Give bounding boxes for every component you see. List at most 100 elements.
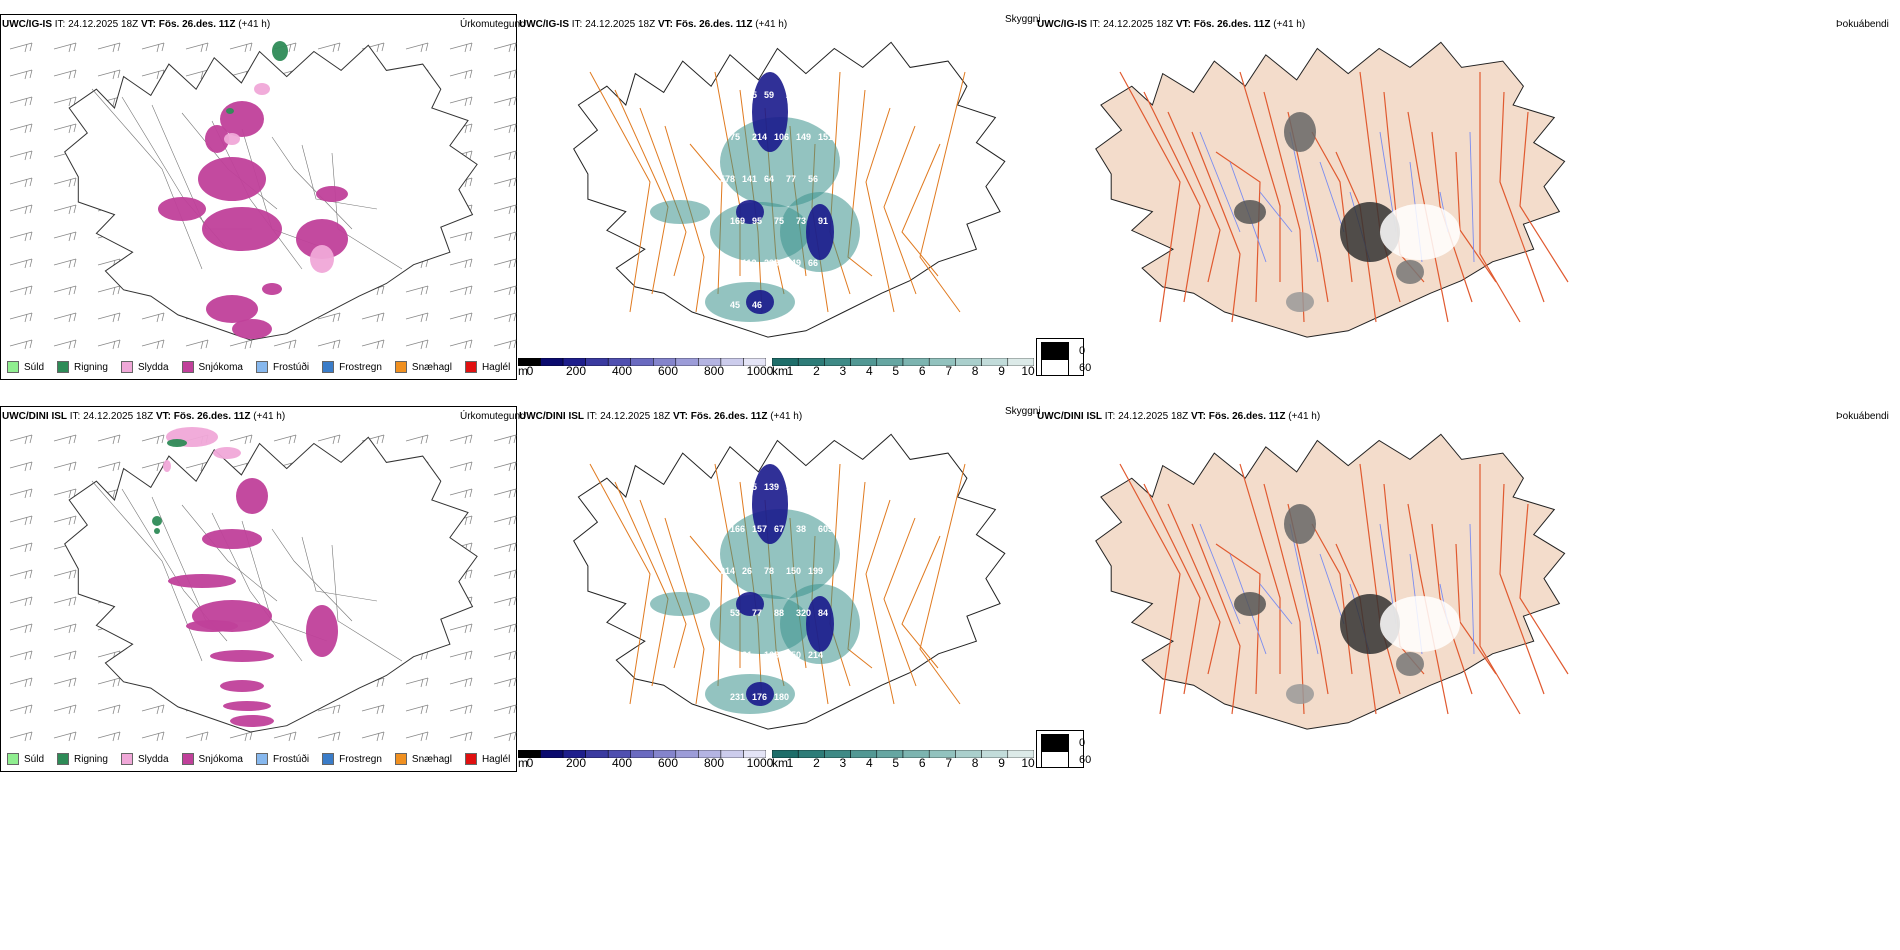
legend-label: Haglél bbox=[481, 361, 511, 373]
cloud-base-label: 235 bbox=[764, 258, 779, 268]
cloud-base-label: 106 bbox=[774, 132, 789, 142]
colorbar-tick: 7 bbox=[945, 364, 952, 378]
precip-legend: Súld Rigning Slydda Snjókoma Frostúði Frostre… bbox=[7, 361, 523, 373]
colorbar-tick: 10 bbox=[1021, 756, 1035, 770]
cloud-base-label: 288 bbox=[786, 90, 801, 100]
legend-swatch bbox=[464, 753, 477, 765]
legend-swatch bbox=[120, 753, 133, 765]
cloud-visibility-map-top: 345 245 59 288 101 75 214 106 149 151 578 141 64 77 56… bbox=[573, 41, 1006, 338]
title-fog-bottom: Þokuábendi bbox=[1836, 411, 1889, 422]
legend-swatch bbox=[7, 753, 19, 765]
precip-map-canvas bbox=[9, 41, 517, 350]
header-precip-bottom: UWC/DINI ISL IT: 24.12.2025 18Z VT: Fös.… bbox=[2, 411, 286, 422]
cloud-base-label: 157 bbox=[752, 524, 767, 534]
cloud-base-label: 135 bbox=[742, 482, 757, 492]
legend-swatch bbox=[57, 361, 70, 373]
colorbar-tick: 0 bbox=[526, 756, 534, 770]
legend-swatch bbox=[7, 361, 19, 373]
cloud-base-label: 77 bbox=[752, 608, 762, 618]
colorbar-tick: 1000 bbox=[746, 364, 774, 378]
visibility-colorbar-bottom: km 1 2 3 4 5 6 7 8 9 10 bbox=[772, 750, 1035, 770]
legend-label: Súld bbox=[24, 361, 45, 373]
title-precip-type-bottom: Úrkomutegund bbox=[460, 411, 526, 422]
cloud-base-label: 64 bbox=[764, 174, 774, 184]
cloud-base-label: 56 bbox=[808, 174, 818, 184]
cloud-base-label: 578 bbox=[720, 174, 735, 184]
fog-index-map-bottom bbox=[1095, 433, 1569, 730]
colorbar-tick: 1000 bbox=[746, 756, 774, 770]
colorbar-tick: 1 bbox=[786, 364, 794, 378]
legend-item: Slydda bbox=[120, 361, 169, 373]
cloud-base-label: 75 bbox=[730, 132, 740, 142]
colorbar-tick: 3 bbox=[839, 364, 847, 378]
legend-item: Súld bbox=[7, 753, 44, 765]
visibility-colorbar-top: km 1 2 3 4 5 6 7 8 9 10 bbox=[772, 358, 1035, 378]
cloud-base-label: 150 bbox=[786, 566, 801, 576]
cloud-base-label: 180 bbox=[774, 692, 789, 702]
fog-scale-min: 0 bbox=[1079, 736, 1086, 749]
cloud-visibility-map-bottom: 9 135 139 130 66 166 157 67 38 605 914 26 78 150 199 53… bbox=[573, 433, 1006, 730]
title-fog-top: Þokuábendi bbox=[1836, 19, 1889, 30]
precip-map-canvas bbox=[9, 427, 517, 742]
legend-label: Haglél bbox=[481, 753, 511, 765]
cloud-base-label: 320 bbox=[796, 608, 811, 618]
colorbar-unit: km bbox=[772, 364, 788, 378]
cloud-base-label: 149 bbox=[786, 258, 801, 268]
legend-item: Frostregn bbox=[322, 361, 382, 373]
cloud-base-label: 345 bbox=[720, 90, 735, 100]
cloud-base-colorbar-bottom: m 0 200 400 600 800 1000 bbox=[518, 750, 773, 770]
fog-scale-max: 60 bbox=[1079, 753, 1092, 766]
title-shadow-top: Skyggni bbox=[1005, 14, 1041, 25]
cloud-base-label: 112 bbox=[742, 258, 757, 268]
colorbar-unit: m bbox=[518, 364, 528, 378]
legend-swatch bbox=[464, 361, 477, 373]
colorbar-tick: 600 bbox=[657, 364, 679, 378]
legend-item: Frostúði bbox=[255, 753, 310, 765]
cloud-base-label: 46 bbox=[752, 300, 762, 310]
colorbar-tick: 8 bbox=[971, 756, 979, 770]
legend-item: Rigning bbox=[57, 753, 108, 765]
legend-label: Rigning bbox=[74, 361, 108, 373]
colorbar-tick: 9 bbox=[998, 756, 1005, 770]
legend-label: Rigning bbox=[74, 753, 108, 765]
legend-label: Súld bbox=[24, 753, 45, 765]
cloud-base-colorbar-top: m 0 200 400 600 800 1000 bbox=[518, 358, 773, 378]
legend-item: Snjókoma bbox=[181, 361, 243, 373]
legend-label: Slydda bbox=[137, 361, 169, 373]
header-fog-top: UWC/IG-IS IT: 24.12.2025 18Z VT: Fös. 26… bbox=[1037, 19, 1306, 30]
precip-type-map-bottom: Súld Rigning Slydda Snjókoma Frostúði Frostre… bbox=[0, 406, 517, 772]
colorbar-tick: 7 bbox=[945, 756, 952, 770]
legend-label: Snæhagl bbox=[411, 753, 452, 765]
precip-type-map-top: Súld Rigning Slydda Snjókoma Frostúði Frostre… bbox=[0, 14, 517, 380]
colorbar-tick: 400 bbox=[611, 364, 633, 378]
legend-label: Frostúði bbox=[272, 753, 310, 765]
title-shadow-bottom: Skyggni bbox=[1005, 406, 1041, 417]
cloud-base-label: 149 bbox=[796, 132, 811, 142]
header-precip-top: UWC/IG-IS IT: 24.12.2025 18Z VT: Fös. 26… bbox=[2, 19, 271, 30]
legend-label: Frostregn bbox=[339, 753, 382, 765]
fog-scale-max: 60 bbox=[1079, 361, 1092, 374]
header-cloud-bottom: UWC/DINI ISL IT: 24.12.2025 18Z VT: Fös.… bbox=[519, 411, 803, 422]
legend-swatch bbox=[57, 753, 70, 765]
colorbar-tick: 800 bbox=[703, 364, 725, 378]
header-fog-bottom: UWC/DINI ISL IT: 24.12.2025 18Z VT: Fös.… bbox=[1037, 411, 1321, 422]
cloud-base-label: 130 bbox=[786, 482, 801, 492]
cloud-base-label: 51 bbox=[796, 692, 806, 702]
cloud-base-label: 214 bbox=[752, 132, 767, 142]
cloud-base-label: 45 bbox=[730, 300, 740, 310]
cloud-base-label: 101 bbox=[808, 90, 823, 100]
colorbar-tick: 5 bbox=[892, 756, 900, 770]
fog-index-map-top bbox=[1095, 41, 1569, 338]
colorbar-tick: 4 bbox=[865, 756, 873, 770]
cloud-base-label: 165 bbox=[764, 650, 779, 660]
legend-swatch bbox=[394, 753, 407, 765]
fog-scale-min: 0 bbox=[1079, 344, 1086, 357]
cloud-base-label: 75 bbox=[774, 216, 784, 226]
colorbar-tick: 200 bbox=[565, 756, 587, 770]
legend-item: Rigning bbox=[57, 361, 108, 373]
cloud-base-label: 605 bbox=[818, 524, 833, 534]
fog-scale-box-top: 0 60 bbox=[1036, 338, 1091, 376]
colorbar-tick: 2 bbox=[813, 756, 820, 770]
colorbar-tick: 5 bbox=[892, 364, 900, 378]
cloud-base-label: 31 bbox=[742, 650, 752, 660]
